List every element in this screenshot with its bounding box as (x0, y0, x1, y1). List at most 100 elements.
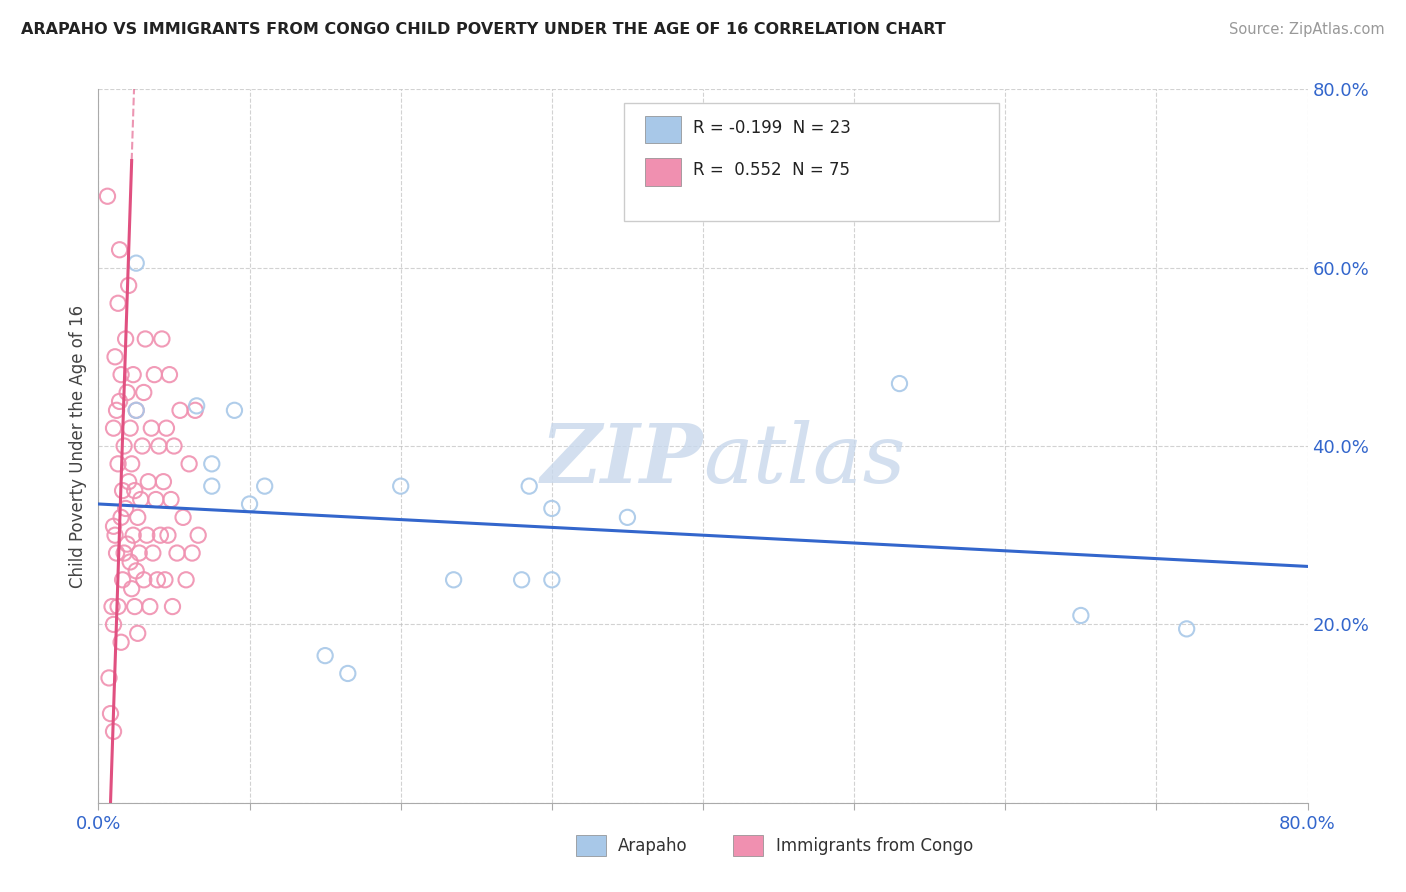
Point (108, 394, 131, 409)
Point (110, 368, 132, 382)
Point (101, 599, 124, 614)
Point (103, 724, 125, 739)
Point (146, 573, 169, 587)
Point (889, 376, 911, 391)
Point (104, 350, 127, 364)
Point (112, 546, 135, 560)
Point (540, 501, 562, 516)
Point (201, 457, 224, 471)
Point (159, 368, 181, 382)
Point (124, 599, 146, 614)
Point (107, 457, 129, 471)
Point (129, 492, 152, 507)
Text: ARAPAHO VS IMMIGRANTS FROM CONGO CHILD POVERTY UNDER THE AGE OF 16 CORRELATION C: ARAPAHO VS IMMIGRANTS FROM CONGO CHILD P… (21, 22, 946, 37)
Point (181, 546, 204, 560)
Point (107, 599, 129, 614)
Point (141, 421, 163, 435)
Point (115, 537, 138, 551)
Point (155, 421, 177, 435)
Point (172, 510, 194, 524)
Point (103, 519, 125, 533)
Bar (645, 159, 682, 186)
Point (1070, 608, 1092, 623)
Point (162, 599, 184, 614)
Point (125, 403, 148, 417)
Point (103, 421, 125, 435)
Point (616, 510, 638, 524)
Point (118, 278, 141, 293)
Point (122, 368, 145, 382)
Point (100, 706, 122, 721)
Point (517, 479, 540, 493)
Point (134, 332, 156, 346)
Point (239, 497, 262, 511)
Point (187, 528, 209, 542)
Point (163, 439, 186, 453)
Point (96, 189, 118, 203)
Point (131, 439, 153, 453)
Point (156, 528, 179, 542)
Point (110, 510, 132, 524)
Point (127, 510, 149, 524)
Point (224, 403, 246, 417)
Point (152, 475, 174, 489)
Point (127, 626, 149, 640)
Point (179, 457, 201, 471)
Point (253, 479, 276, 493)
Point (108, 243, 131, 257)
Point (314, 648, 336, 663)
Point (169, 403, 191, 417)
Text: atlas: atlas (703, 420, 905, 500)
Point (120, 555, 142, 569)
Point (121, 582, 143, 596)
Point (166, 546, 188, 560)
Point (132, 385, 155, 400)
Point (174, 573, 197, 587)
Bar (734, 835, 763, 856)
Point (201, 479, 224, 493)
Point (150, 332, 173, 346)
Point (112, 439, 135, 453)
Point (153, 573, 176, 587)
Point (1175, 622, 1198, 636)
Text: R = -0.199  N = 23: R = -0.199 N = 23 (693, 120, 851, 137)
Point (142, 546, 165, 560)
Point (110, 635, 132, 649)
Point (135, 528, 157, 542)
Point (121, 457, 143, 471)
Point (139, 599, 162, 614)
Bar (576, 835, 606, 856)
Point (118, 475, 141, 489)
Point (540, 573, 562, 587)
Text: Immigrants from Congo: Immigrants from Congo (776, 837, 973, 855)
Text: ZIP: ZIP (540, 420, 703, 500)
Point (111, 573, 134, 587)
FancyBboxPatch shape (624, 103, 1000, 221)
Point (389, 479, 412, 493)
Point (125, 403, 148, 417)
Point (184, 403, 207, 417)
Point (148, 439, 170, 453)
Point (115, 385, 138, 400)
Point (510, 573, 533, 587)
Point (105, 546, 128, 560)
Text: Arapaho: Arapaho (619, 837, 688, 855)
Point (136, 475, 159, 489)
Point (124, 483, 146, 498)
Text: R =  0.552  N = 75: R = 0.552 N = 75 (693, 161, 851, 178)
Point (107, 296, 129, 310)
Point (125, 256, 148, 270)
Point (143, 368, 166, 382)
Point (114, 501, 136, 516)
Text: Source: ZipAtlas.com: Source: ZipAtlas.com (1229, 22, 1385, 37)
Point (160, 492, 183, 507)
Point (149, 528, 172, 542)
Point (98, 671, 121, 685)
Point (145, 492, 167, 507)
Bar (645, 116, 682, 143)
Point (104, 528, 127, 542)
Point (120, 421, 142, 435)
Point (122, 528, 145, 542)
Point (125, 564, 148, 578)
Point (128, 546, 150, 560)
